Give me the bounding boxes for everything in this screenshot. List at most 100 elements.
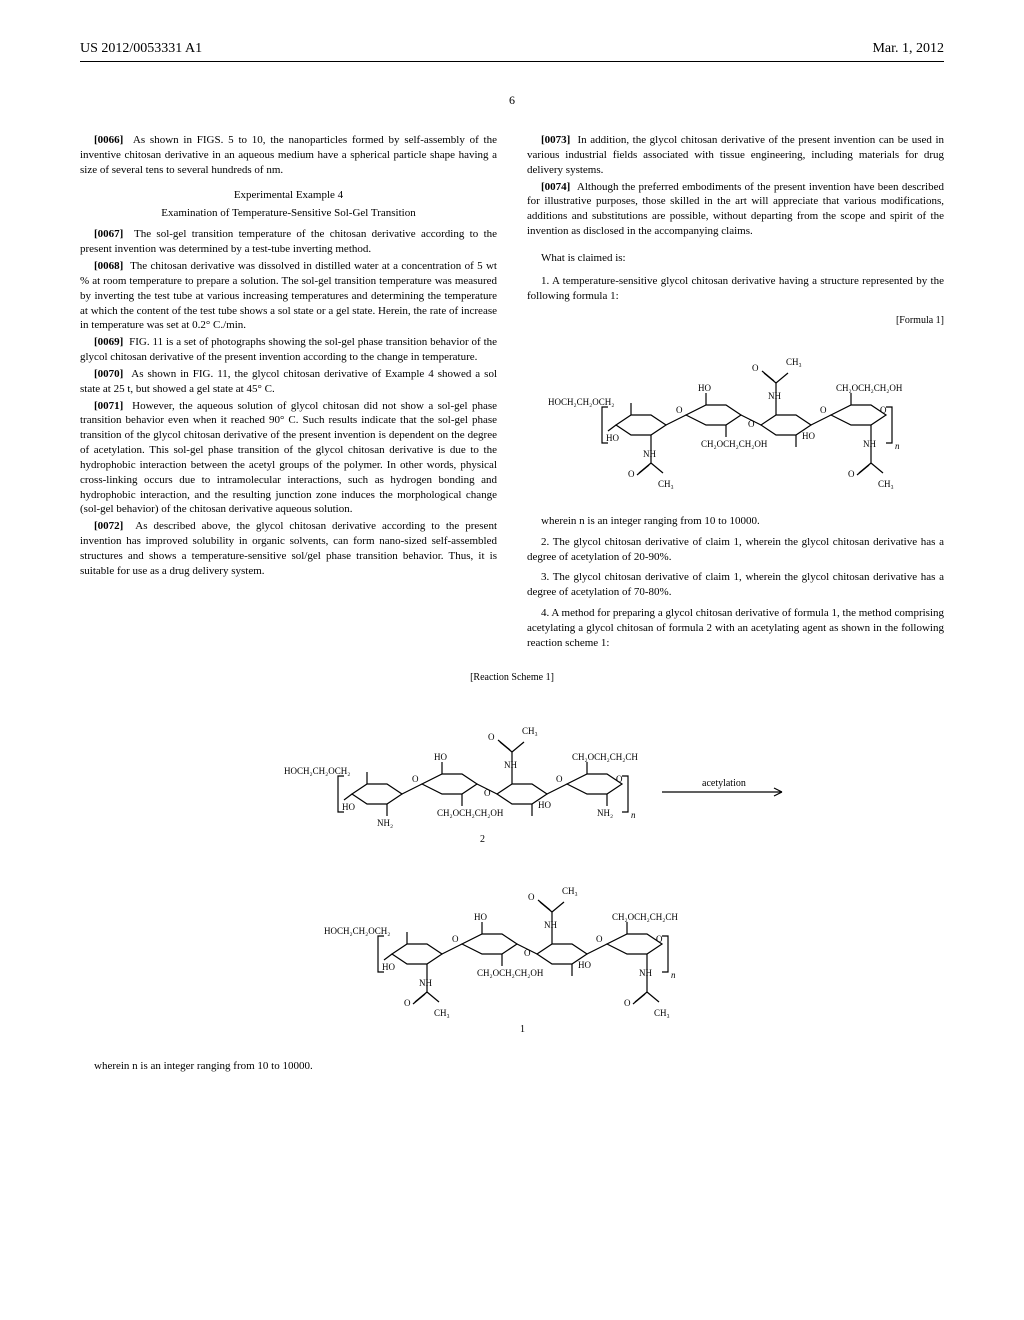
publication-date: Mar. 1, 2012: [872, 40, 944, 59]
para-text: The sol-gel transition temperature of th…: [80, 228, 497, 255]
svg-text:O: O: [412, 774, 419, 784]
reaction-scheme-1: HOCH₂CH₂OCH₂ CH₂OCH₂CH₂CH CH₂OCH₂CH₂OH H…: [80, 694, 944, 1039]
para-num: [0074]: [541, 181, 570, 193]
para-text: However, the aqueous solution of glycol …: [80, 400, 497, 516]
svg-text:O: O: [488, 732, 495, 742]
chem-label: HO: [802, 431, 815, 441]
para-num: [0069]: [94, 336, 123, 348]
scheme-1-label: [Reaction Scheme 1]: [80, 671, 944, 685]
para-num: [0067]: [94, 228, 123, 240]
para-69: [0069] FIG. 11 is a set of photographs s…: [80, 335, 497, 365]
left-column: [0066] As shown in FIGS. 5 to 10, the na…: [80, 133, 497, 657]
compound-2-label: 2: [480, 834, 485, 845]
chem-label: HOCH₂CH₂OCH₂: [548, 397, 614, 407]
para-text: FIG. 11 is a set of photographs showing …: [80, 336, 497, 363]
chem-n: n: [895, 441, 900, 451]
formula-1-structure: HOCH₂CH₂OCH₂ CH₂OCH₂CH₂OH CH₂OCH₂CH₂OH H…: [527, 335, 944, 500]
svg-text:NH: NH: [504, 760, 517, 770]
svg-text:HO: HO: [538, 800, 551, 810]
para-74: [0074] Although the preferred embodiment…: [527, 180, 944, 239]
chem-label: CH₂OCH₂CH₂OH: [836, 383, 903, 393]
svg-text:HO: HO: [382, 962, 395, 972]
para-73: [0073] In addition, the glycol chitosan …: [527, 133, 944, 178]
svg-text:CH₂OCH₂CH₂OH: CH₂OCH₂CH₂OH: [437, 808, 504, 818]
para-num: [0066]: [94, 134, 123, 146]
chem-label: CH₃: [658, 479, 674, 489]
svg-text:O: O: [404, 998, 411, 1008]
para-text: As shown in FIGS. 5 to 10, the nanoparti…: [80, 134, 497, 176]
svg-text:O: O: [528, 892, 535, 902]
svg-text:NH₂: NH₂: [377, 818, 393, 828]
formula-1-label: [Formula 1]: [527, 314, 944, 328]
chem-label: HO: [698, 383, 711, 393]
svg-text:O: O: [656, 934, 663, 944]
chem-label: O: [748, 419, 755, 429]
svg-text:CH₂OCH₂CH₂CH: CH₂OCH₂CH₂CH: [612, 912, 678, 922]
svg-text:CH₃: CH₃: [522, 726, 538, 736]
para-text: As described above, the glycol chitosan …: [80, 520, 497, 577]
svg-text:HO: HO: [578, 960, 591, 970]
scheme-wherein: wherein n is an integer ranging from 10 …: [80, 1059, 944, 1074]
claim-1-wherein: wherein n is an integer ranging from 10 …: [527, 514, 944, 529]
para-text: The chitosan derivative was dissolved in…: [80, 260, 497, 331]
para-text: As shown in FIG. 11, the glycol chitosan…: [80, 368, 497, 395]
chem-label: CH₃: [878, 479, 894, 489]
compound-1-label: 1: [520, 1024, 525, 1034]
chem-label: O: [880, 405, 887, 415]
acetylation-label: acetylation: [702, 778, 746, 789]
chem-label: CH₃: [786, 357, 802, 367]
svg-text:HOCH₂CH₂OCH₂: HOCH₂CH₂OCH₂: [284, 766, 350, 776]
para-72: [0072] As described above, the glycol ch…: [80, 519, 497, 578]
chem-label: NH: [863, 439, 876, 449]
para-67: [0067] The sol-gel transition temperatur…: [80, 227, 497, 257]
para-text: Although the preferred embodiments of th…: [527, 181, 944, 238]
svg-text:CH₂OCH₂CH₂OH: CH₂OCH₂CH₂OH: [477, 968, 544, 978]
example-4-subtitle: Examination of Temperature-Sensitive Sol…: [80, 206, 497, 221]
claim-1: 1. A temperature-sensitive glycol chitos…: [527, 274, 944, 304]
chem-label: O: [820, 405, 827, 415]
claim-4: 4. A method for preparing a glycol chito…: [527, 606, 944, 651]
para-71: [0071] However, the aqueous solution of …: [80, 399, 497, 518]
chem-label: O: [752, 363, 759, 373]
chem-label: O: [676, 405, 683, 415]
example-4-title: Experimental Example 4: [80, 188, 497, 203]
chem-label: NH: [643, 449, 656, 459]
reaction-scheme-icon: HOCH₂CH₂OCH₂ CH₂OCH₂CH₂CH CH₂OCH₂CH₂OH H…: [162, 694, 862, 1034]
svg-text:n: n: [671, 970, 676, 980]
para-text: In addition, the glycol chitosan derivat…: [527, 134, 944, 176]
svg-text:CH₃: CH₃: [654, 1008, 670, 1018]
svg-text:NH: NH: [419, 978, 432, 988]
para-num: [0070]: [94, 368, 123, 380]
svg-text:NH₂: NH₂: [597, 808, 613, 818]
chem-label: O: [628, 469, 635, 479]
svg-text:NH: NH: [639, 968, 652, 978]
claim-3: 3. The glycol chitosan derivative of cla…: [527, 570, 944, 600]
para-num: [0072]: [94, 520, 123, 532]
claims-intro: What is claimed is:: [527, 251, 944, 266]
chem-label: O: [848, 469, 855, 479]
svg-text:n: n: [631, 810, 636, 820]
svg-text:O: O: [616, 774, 623, 784]
svg-text:HO: HO: [342, 802, 355, 812]
svg-text:HO: HO: [434, 752, 447, 762]
para-66: [0066] As shown in FIGS. 5 to 10, the na…: [80, 133, 497, 178]
svg-text:O: O: [556, 774, 563, 784]
para-num: [0073]: [541, 134, 570, 146]
para-num: [0068]: [94, 260, 123, 272]
page-number: 6: [80, 92, 944, 108]
svg-text:CH₂OCH₂CH₂CH: CH₂OCH₂CH₂CH: [572, 752, 638, 762]
para-68: [0068] The chitosan derivative was disso…: [80, 259, 497, 333]
svg-text:CH₃: CH₃: [434, 1008, 450, 1018]
svg-text:O: O: [524, 948, 531, 958]
svg-text:HO: HO: [474, 912, 487, 922]
svg-text:O: O: [452, 934, 459, 944]
svg-text:NH: NH: [544, 920, 557, 930]
publication-number: US 2012/0053331 A1: [80, 40, 202, 59]
right-column: [0073] In addition, the glycol chitosan …: [527, 133, 944, 657]
para-num: [0071]: [94, 400, 123, 412]
chem-label: HO: [606, 433, 619, 443]
svg-text:O: O: [484, 788, 491, 798]
chitosan-formula-1-icon: HOCH₂CH₂OCH₂ CH₂OCH₂CH₂OH CH₂OCH₂CH₂OH H…: [546, 335, 926, 495]
svg-text:O: O: [596, 934, 603, 944]
svg-text:O: O: [624, 998, 631, 1008]
